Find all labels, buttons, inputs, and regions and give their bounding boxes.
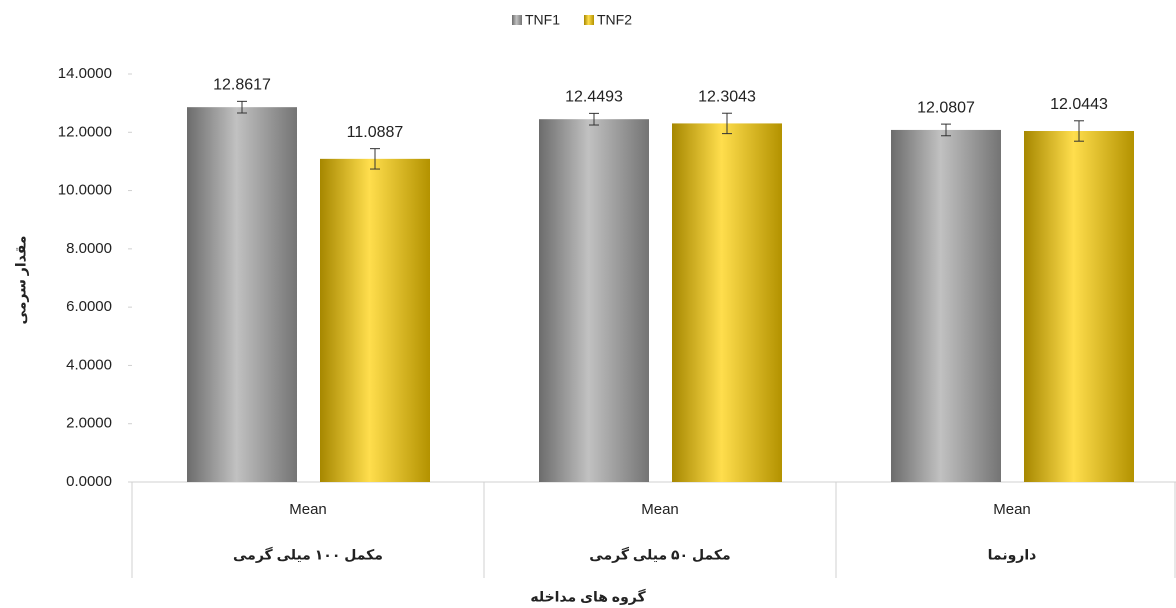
error-bar [589,112,599,126]
group-label: مکمل ۵۰ میلی گرمی [589,547,730,564]
error-bar [237,100,247,114]
y-tick-label: 6.0000 [66,298,112,315]
bar [539,119,649,482]
x-tick-label: Mean [641,501,679,518]
x-tick-label: Mean [289,501,327,518]
group-label: مکمل ۱۰۰ میلی گرمی [233,547,383,564]
data-label: 12.0443 [1050,96,1108,113]
data-label: 12.4493 [565,89,623,106]
error-bar [941,123,951,137]
y-tick-label: 0.0000 [66,473,112,490]
bar [187,107,297,483]
data-label: 12.0807 [917,99,975,116]
bar [672,123,782,482]
legend-swatch [584,15,594,25]
error-bar [1074,120,1084,142]
y-tick-label: 4.0000 [66,356,112,373]
legend-label: TNF1 [525,12,560,28]
y-tick-label: 2.0000 [66,415,112,432]
legend-label: TNF2 [597,12,632,28]
y-axis-title: مقدار سرمی [13,236,30,325]
data-label: 12.8617 [213,77,271,94]
data-label: 12.3043 [698,88,756,105]
error-bar [722,112,732,135]
error-bar [370,148,380,170]
bar [1024,130,1134,482]
y-tick-label: 10.0000 [58,182,112,199]
x-tick-label: Mean [993,501,1031,518]
x-axis-title: گروه های مداخله [530,589,646,606]
group-label: دارونما [988,547,1037,564]
bar [891,129,1001,482]
y-tick-label: 12.0000 [58,123,112,140]
y-tick-label: 14.0000 [58,65,112,82]
y-tick-label: 8.0000 [66,240,112,257]
data-label: 11.0887 [347,124,404,141]
bar [320,158,430,482]
legend-swatch [512,15,522,25]
